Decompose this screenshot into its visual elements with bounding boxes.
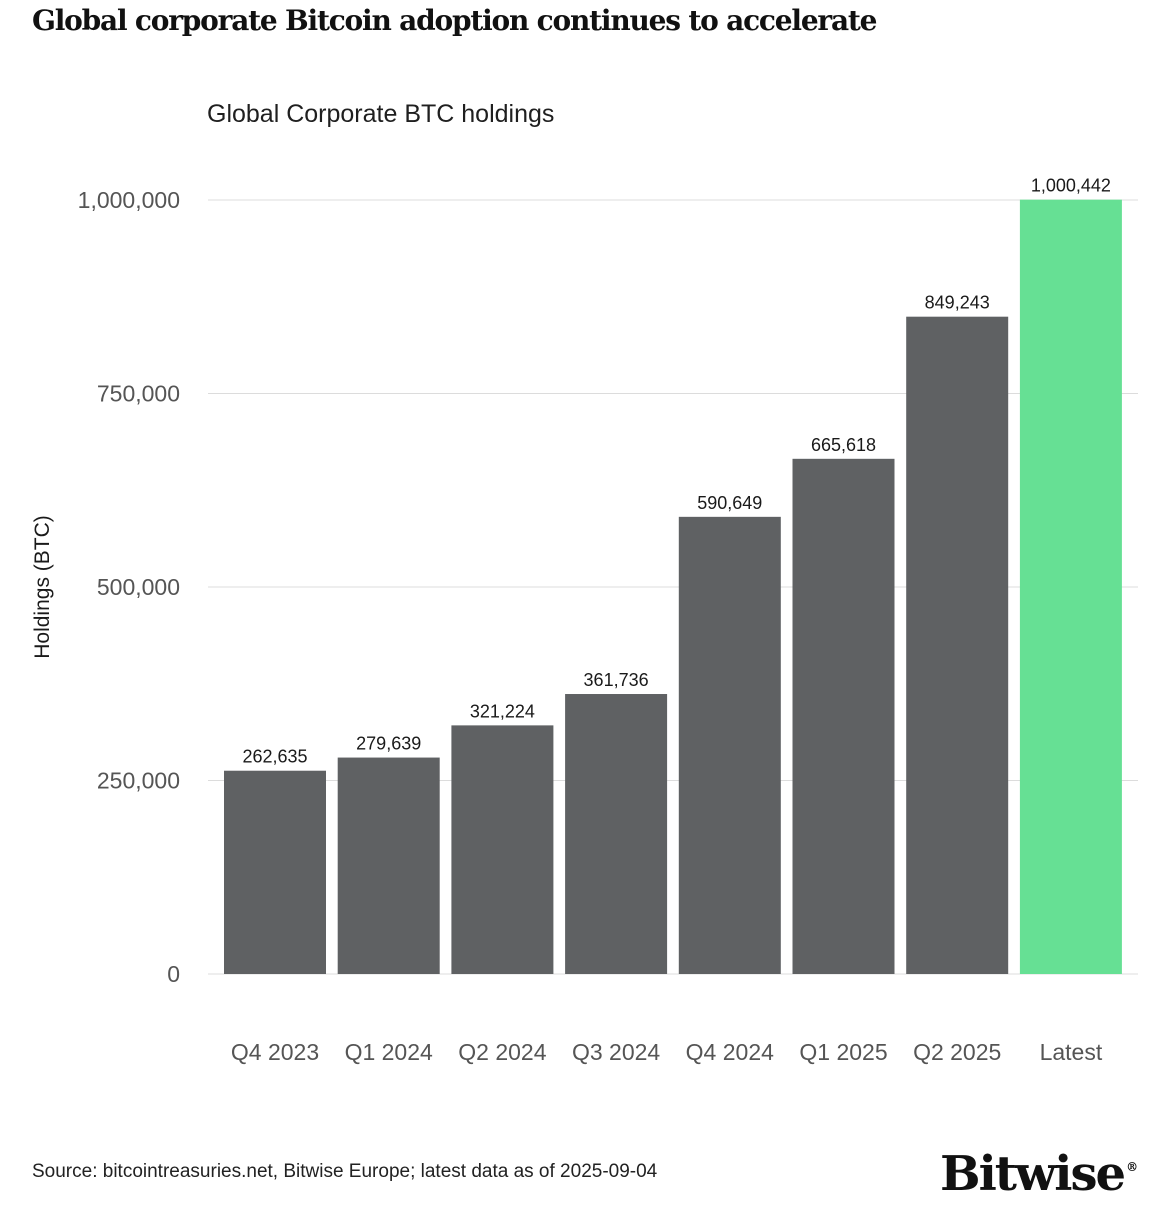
- data-labels: 262,635 279,639 321,224 361,736 590,649 665,6…: [242, 176, 1110, 767]
- source-note: Source: bitcointreasuries.net, Bitwise E…: [32, 1161, 658, 1182]
- bars: [224, 199, 1122, 975]
- bitwise-logo: Bitwise ®: [940, 1146, 1139, 1202]
- y-tick-label: 500,000: [97, 574, 180, 600]
- bar: [337, 757, 440, 974]
- bar: [678, 516, 781, 974]
- y-tick-label: 1,000,000: [78, 187, 180, 213]
- y-tick-label: 0: [167, 961, 180, 987]
- bar: [906, 316, 1009, 974]
- data-label: 590,649: [697, 493, 762, 513]
- bar: [1019, 199, 1122, 974]
- registered-mark: ®: [1126, 1160, 1139, 1174]
- bar: [451, 725, 554, 974]
- y-tick-label: 250,000: [97, 768, 180, 794]
- data-label: 262,635: [242, 747, 307, 767]
- logo-text: Bitwise: [940, 1146, 1126, 1202]
- data-label: 321,224: [470, 701, 535, 721]
- x-tick-label: Q2 2025: [913, 1039, 1001, 1065]
- x-tick-label: Latest: [1040, 1039, 1103, 1065]
- bar: [224, 770, 326, 974]
- x-tick-label: Q1 2024: [345, 1039, 433, 1065]
- data-label: 361,736: [584, 670, 649, 690]
- x-tick-label: Q4 2023: [231, 1039, 319, 1065]
- data-label: 1,000,442: [1031, 176, 1111, 196]
- x-tick-label: Q1 2025: [799, 1039, 887, 1065]
- data-label: 279,639: [356, 734, 421, 754]
- x-tick-label: Q2 2024: [458, 1039, 546, 1065]
- y-tick-label: 750,000: [97, 381, 180, 407]
- bar: [792, 458, 895, 975]
- bar: [565, 694, 668, 974]
- x-axis-ticks: Q4 2023 Q1 2024 Q2 2024 Q3 2024 Q4 2024 Q1 20…: [231, 1039, 1103, 1065]
- y-axis-ticks: 0 250,000 500,000 750,000 1,000,000: [78, 187, 180, 987]
- data-label: 665,618: [811, 435, 876, 455]
- x-tick-label: Q4 2024: [686, 1039, 774, 1065]
- x-tick-label: Q3 2024: [572, 1039, 660, 1065]
- data-label: 849,243: [925, 293, 990, 313]
- chart-headline: Global corporate Bitcoin adoption contin…: [32, 4, 877, 37]
- chart-title: Global Corporate BTC holdings: [207, 100, 555, 128]
- y-axis-label: Holdings (BTC): [31, 515, 54, 659]
